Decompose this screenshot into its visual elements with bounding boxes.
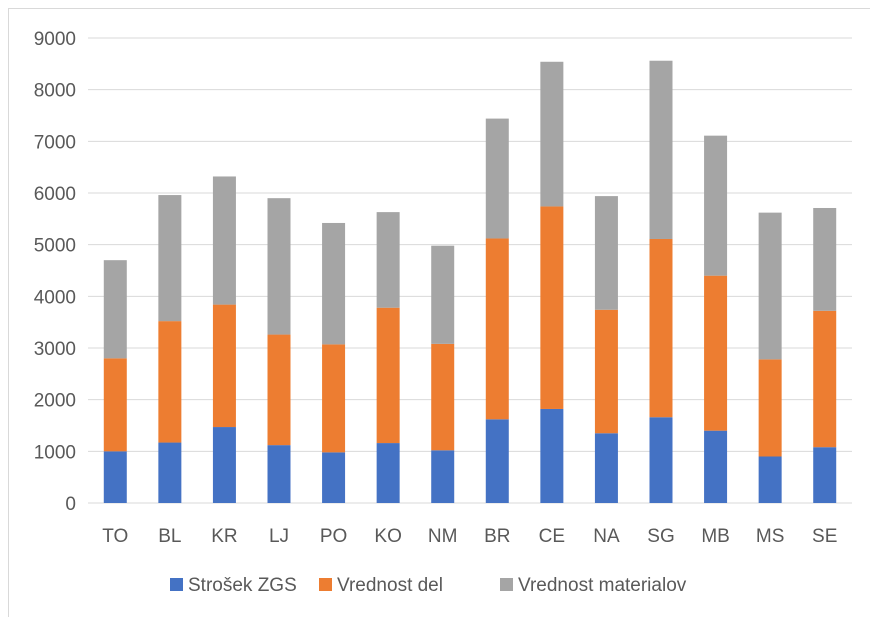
bar-kr-series-3 <box>212 176 236 305</box>
x-tick-label: MB <box>701 526 730 547</box>
bar-ce-series-1 <box>540 408 564 503</box>
bar-se-series-1 <box>813 447 837 503</box>
x-tick-label: LJ <box>269 526 289 547</box>
bar-br-series-2 <box>485 238 509 420</box>
bar-ms-series-3 <box>758 212 782 360</box>
bar-po-series-3 <box>322 222 346 345</box>
y-tick-label: 6000 <box>34 184 76 205</box>
x-tick-label: MS <box>756 526 785 547</box>
bar-se-series-3 <box>813 207 837 311</box>
x-tick-label: NA <box>593 526 620 547</box>
legend-swatch-2 <box>319 578 332 591</box>
x-tick-label: KR <box>211 526 237 547</box>
bar-kr-series-2 <box>212 304 236 428</box>
bar-po-series-1 <box>322 452 346 503</box>
bar-ko-series-1 <box>376 443 400 503</box>
x-axis-ticks: TO BL KR LJ PO KO NM BR CE NA SG MB MS SE <box>102 526 837 547</box>
legend-label-2: Vrednost del <box>337 575 443 596</box>
bar-na-series-3 <box>594 196 618 310</box>
bar-ms-series-2 <box>758 359 782 457</box>
legend-swatch-3 <box>500 578 513 591</box>
bar-ce-series-3 <box>540 61 564 207</box>
y-tick-label: 7000 <box>34 132 76 153</box>
x-tick-label: NM <box>428 526 458 547</box>
bar-bl-series-3 <box>158 195 182 322</box>
y-tick-label: 0 <box>65 494 76 515</box>
bar-na-series-1 <box>594 433 618 503</box>
bar-mb-series-3 <box>704 135 728 276</box>
bar-ce-series-2 <box>540 206 564 409</box>
bar-nm-series-2 <box>431 343 455 451</box>
x-tick-label: BL <box>158 526 181 547</box>
x-tick-label: KO <box>374 526 401 547</box>
legend: Strošek ZGS Vrednost del Vrednost material… <box>170 575 687 596</box>
bar-nm-series-3 <box>431 245 455 344</box>
bar-na-series-2 <box>594 309 618 434</box>
bar-mb-series-1 <box>704 430 728 503</box>
x-tick-label: TO <box>102 526 128 547</box>
y-tick-label: 2000 <box>34 391 76 412</box>
y-axis-ticks: 0 1000 2000 3000 4000 5000 6000 7000 8000 9000 <box>34 29 76 515</box>
x-tick-label: PO <box>320 526 347 547</box>
legend-label-3: Vrednost materialov <box>518 575 687 596</box>
y-tick-label: 1000 <box>34 442 76 463</box>
x-tick-label: SG <box>647 526 674 547</box>
bar-lj-series-3 <box>267 198 291 335</box>
bar-to-series-1 <box>103 451 127 503</box>
bars <box>103 60 837 503</box>
chart-frame <box>8 8 870 617</box>
gridlines <box>88 37 852 504</box>
bar-sg-series-2 <box>649 238 673 418</box>
bar-ko-series-3 <box>376 212 400 308</box>
bar-br-series-3 <box>485 118 509 239</box>
bar-to-series-3 <box>103 260 127 359</box>
x-tick-label: SE <box>812 526 837 547</box>
y-tick-label: 8000 <box>34 81 76 102</box>
bar-po-series-2 <box>322 344 346 453</box>
bar-br-series-1 <box>485 419 509 503</box>
y-tick-label: 4000 <box>34 287 76 308</box>
bar-sg-series-3 <box>649 60 673 239</box>
bar-bl-series-1 <box>158 442 182 503</box>
bar-lj-series-2 <box>267 334 291 446</box>
x-tick-label: BR <box>484 526 510 547</box>
bar-ms-series-1 <box>758 456 782 503</box>
bar-sg-series-1 <box>649 417 673 503</box>
legend-label-1: Strošek ZGS <box>188 575 297 596</box>
bar-ko-series-2 <box>376 307 400 444</box>
x-tick-label: CE <box>539 526 565 547</box>
bar-to-series-2 <box>103 358 127 452</box>
bar-mb-series-2 <box>704 275 728 431</box>
bar-nm-series-1 <box>431 450 455 503</box>
bar-kr-series-1 <box>212 427 236 503</box>
y-tick-label: 3000 <box>34 339 76 360</box>
y-tick-label: 5000 <box>34 236 76 257</box>
bar-lj-series-1 <box>267 445 291 503</box>
bar-se-series-2 <box>813 310 837 448</box>
legend-swatch-1 <box>170 578 183 591</box>
bar-bl-series-2 <box>158 321 182 443</box>
y-tick-label: 9000 <box>34 29 76 50</box>
